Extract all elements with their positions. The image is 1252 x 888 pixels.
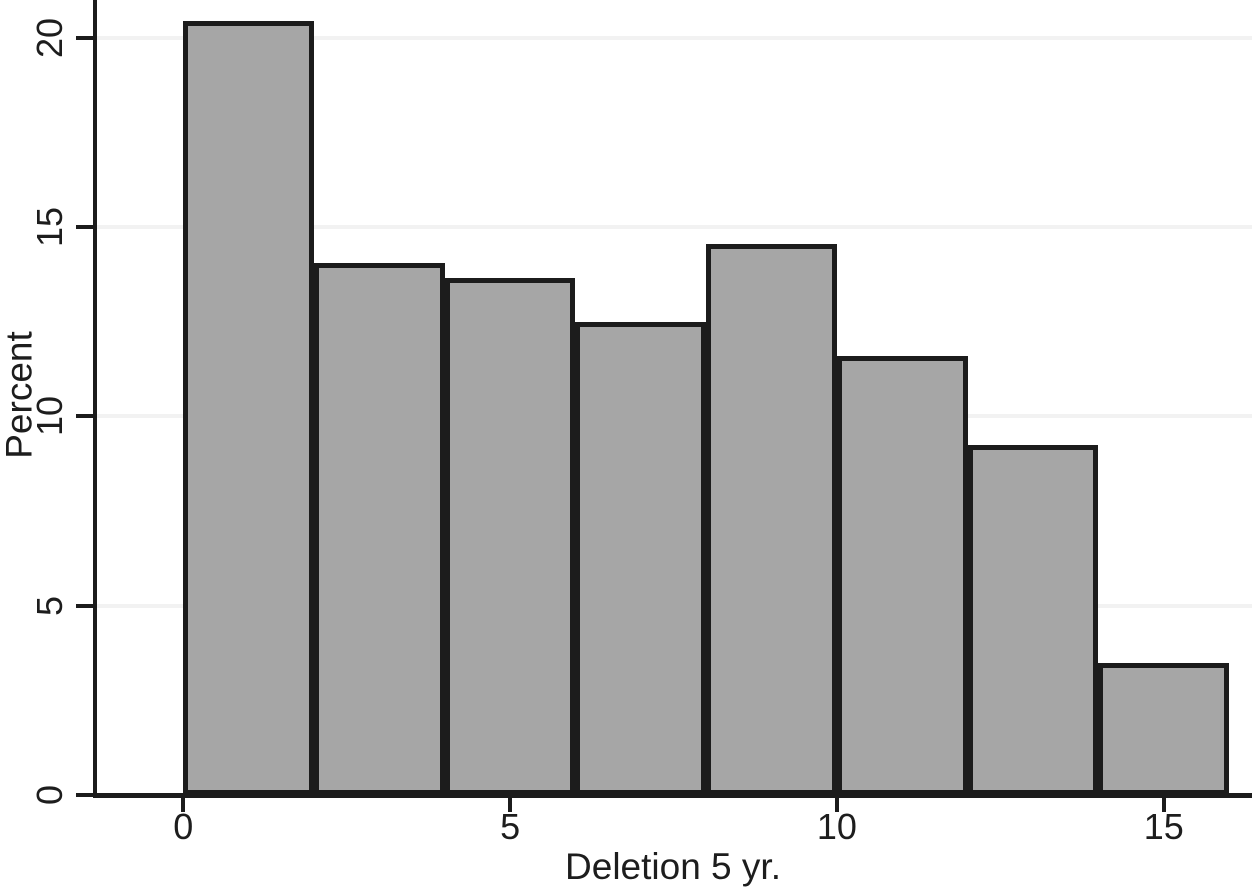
x-axis-title: Deletion 5 yr.	[565, 846, 781, 887]
y-tick-label: 15	[29, 207, 70, 248]
histogram-bar	[183, 20, 314, 795]
x-tick-label: 10	[816, 806, 857, 847]
y-tick-mark	[76, 603, 93, 608]
y-gridline	[97, 35, 1252, 40]
y-tick-mark	[76, 35, 93, 40]
y-gridline	[97, 225, 1252, 230]
y-tick-label: 0	[29, 784, 70, 806]
x-tick-mark	[834, 797, 839, 812]
x-tick-label: 15	[1143, 806, 1184, 847]
y-tick-label: 5	[29, 595, 70, 616]
histogram-bar	[575, 321, 707, 795]
x-tick-mark	[181, 797, 186, 812]
y-tick-label: 20	[29, 17, 70, 58]
y-axis-line	[93, 0, 97, 797]
histogram-bar	[836, 355, 968, 795]
histogram-bar	[706, 244, 837, 795]
histogram-bar	[444, 278, 576, 795]
y-axis-title: Percent	[0, 331, 40, 459]
x-tick-label: 5	[500, 806, 521, 847]
y-tick-mark	[76, 225, 93, 230]
y-tick-mark	[76, 793, 93, 797]
x-axis-line	[93, 793, 1252, 798]
x-tick-label: 0	[173, 806, 194, 847]
x-tick-mark	[1161, 797, 1166, 812]
histogram-bar	[967, 444, 1099, 795]
y-tick-mark	[76, 414, 93, 419]
histogram-bar	[1098, 662, 1230, 795]
histogram-bar	[313, 263, 445, 795]
x-tick-mark	[508, 797, 513, 812]
